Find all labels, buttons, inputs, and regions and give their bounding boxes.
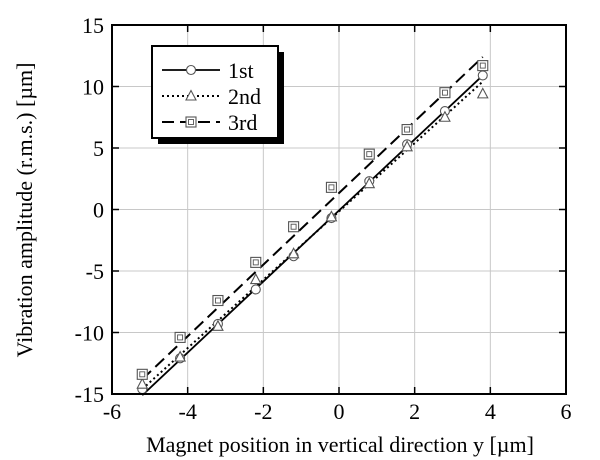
legend-marker-3rd-inner xyxy=(188,119,194,125)
legend-marker-1st xyxy=(185,64,197,76)
data-point-3rd-outer xyxy=(439,87,451,99)
data-point-3rd-outer xyxy=(477,60,489,72)
fit-line-2nd xyxy=(141,80,484,390)
data-point-2nd xyxy=(136,377,149,389)
data-point-2nd xyxy=(287,247,300,259)
data-point-3rd-inner xyxy=(139,371,146,378)
data-point-3rd-outer xyxy=(174,331,186,343)
data-point-3rd xyxy=(363,148,375,160)
data-point-3rd-inner xyxy=(328,184,335,191)
data-point-3rd xyxy=(288,221,300,233)
legend-marker-3rd xyxy=(185,116,197,128)
data-point-3rd-inner xyxy=(177,334,184,341)
y-tick-label: 15 xyxy=(82,13,104,38)
data-point-3rd-inner xyxy=(252,259,259,266)
legend-label-2nd: 2nd xyxy=(228,84,261,109)
data-point-3rd-outer xyxy=(401,124,413,136)
legend-marker-2nd xyxy=(185,89,197,101)
legend-label-3rd: 3rd xyxy=(228,110,257,135)
data-point-3rd-outer xyxy=(212,294,224,307)
x-tick-label: 2 xyxy=(409,399,420,424)
data-point-3rd xyxy=(212,294,224,307)
y-tick-label: 5 xyxy=(93,136,104,161)
data-point-3rd-inner xyxy=(366,151,373,158)
data-point-3rd xyxy=(401,124,413,136)
data-point-3rd-inner xyxy=(404,126,411,133)
data-point-3rd-outer xyxy=(136,368,148,380)
data-point-3rd-outer xyxy=(325,181,337,193)
fit-line-3rd xyxy=(141,56,484,380)
fit-line-1st xyxy=(141,74,484,396)
data-point-3rd xyxy=(250,256,262,268)
y-tick-label: -15 xyxy=(75,382,104,407)
x-tick-label: -4 xyxy=(179,399,197,424)
x-tick-label: 0 xyxy=(334,399,345,424)
y-tick-label: -10 xyxy=(75,321,104,346)
data-point-3rd-outer xyxy=(250,256,262,268)
y-tick-label: -5 xyxy=(86,259,104,284)
data-point-2nd xyxy=(476,87,489,99)
x-tick-label: -6 xyxy=(103,399,121,424)
tick-marks xyxy=(111,24,567,395)
data-point-2nd xyxy=(325,210,338,222)
data-point-3rd-outer xyxy=(288,221,300,233)
data-point-2nd xyxy=(174,350,187,362)
data-point-3rd-inner xyxy=(441,89,448,96)
data-point-3rd xyxy=(174,331,186,343)
data-point-3rd-inner xyxy=(479,62,486,69)
y-axis-label: Vibration amplitude (r.m.s.) [µm] xyxy=(12,63,37,358)
tick-labels: -6 -4 -2 0 2 4 6 -15 -10 -5 0 5 10 15 xyxy=(75,13,572,424)
x-tick-label: 6 xyxy=(561,399,572,424)
legend-marker-3rd-outer xyxy=(185,116,197,128)
legend-label-1st: 1st xyxy=(228,58,254,83)
data-point-3rd-inner xyxy=(290,223,297,230)
fit-lines xyxy=(141,56,484,396)
data-point-3rd xyxy=(136,368,148,380)
data-point-2nd xyxy=(212,319,224,331)
data-point-2nd xyxy=(249,272,262,285)
data-markers xyxy=(136,60,489,395)
data-point-3rd xyxy=(325,181,337,193)
data-point-3rd-inner xyxy=(214,297,221,304)
data-point-1st xyxy=(250,284,261,295)
x-axis-label: Magnet position in vertical direction y … xyxy=(146,432,534,457)
data-point-2nd xyxy=(401,140,414,152)
x-tick-label: 4 xyxy=(485,399,496,424)
y-tick-label: 10 xyxy=(82,75,104,100)
data-point-1st xyxy=(477,70,488,81)
y-tick-label: 0 xyxy=(93,198,104,223)
data-point-3rd xyxy=(477,60,489,72)
data-point-2nd xyxy=(363,176,376,189)
data-point-2nd xyxy=(439,110,451,122)
x-tick-label: -2 xyxy=(254,399,272,424)
data-point-3rd xyxy=(439,87,451,99)
data-point-3rd-outer xyxy=(363,148,375,160)
